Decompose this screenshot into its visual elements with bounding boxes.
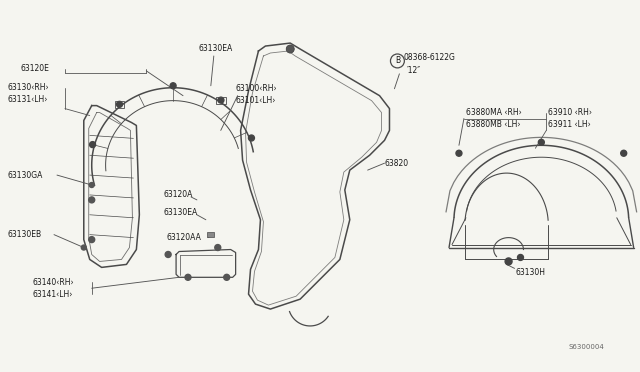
Bar	[207, 232, 214, 237]
Circle shape	[518, 254, 524, 260]
Circle shape	[538, 140, 544, 145]
Text: 63101‹LH›: 63101‹LH›	[236, 96, 276, 105]
Text: 63120E: 63120E	[20, 64, 49, 73]
Text: 63820: 63820	[385, 159, 408, 168]
Text: 08368-6122G: 08368-6122G	[403, 54, 455, 62]
Text: 63880MA ‹RH›: 63880MA ‹RH›	[466, 108, 522, 117]
Text: 63131‹LH›: 63131‹LH›	[7, 95, 48, 104]
Circle shape	[165, 251, 171, 257]
Text: 63130GA: 63130GA	[7, 171, 43, 180]
Text: 63130‹RH›: 63130‹RH›	[7, 83, 49, 92]
Text: 63130EB: 63130EB	[7, 230, 42, 239]
Text: B: B	[395, 57, 400, 65]
Circle shape	[248, 135, 255, 141]
Text: ′12″: ′12″	[407, 66, 422, 76]
Circle shape	[89, 237, 95, 243]
Text: 63880MB ‹LH›: 63880MB ‹LH›	[466, 120, 520, 129]
Circle shape	[505, 258, 512, 265]
Text: 63140‹RH›: 63140‹RH›	[32, 278, 74, 287]
Text: 63130EA: 63130EA	[163, 208, 197, 217]
Circle shape	[287, 45, 294, 52]
Circle shape	[224, 274, 230, 280]
Circle shape	[170, 83, 176, 89]
Text: 63141‹LH›: 63141‹LH›	[32, 290, 72, 299]
Circle shape	[116, 101, 122, 107]
Text: 63130H: 63130H	[516, 268, 545, 277]
Circle shape	[89, 197, 95, 203]
Bar	[216, 97, 226, 103]
Circle shape	[215, 244, 221, 250]
Circle shape	[218, 97, 224, 103]
Text: 63120AA: 63120AA	[166, 233, 201, 242]
Circle shape	[185, 274, 191, 280]
Circle shape	[89, 183, 94, 187]
Text: 63100‹RH›: 63100‹RH›	[236, 84, 277, 93]
Text: 63120A: 63120A	[163, 190, 193, 199]
Text: 63911 ‹LH›: 63911 ‹LH›	[548, 120, 591, 129]
Circle shape	[621, 150, 627, 156]
Circle shape	[81, 245, 86, 250]
Bar	[115, 101, 124, 108]
Text: 63910 ‹RH›: 63910 ‹RH›	[548, 108, 592, 117]
Text: S6300004: S6300004	[568, 344, 604, 350]
Circle shape	[90, 142, 95, 148]
Circle shape	[456, 150, 462, 156]
Text: 63130EA: 63130EA	[199, 44, 233, 52]
